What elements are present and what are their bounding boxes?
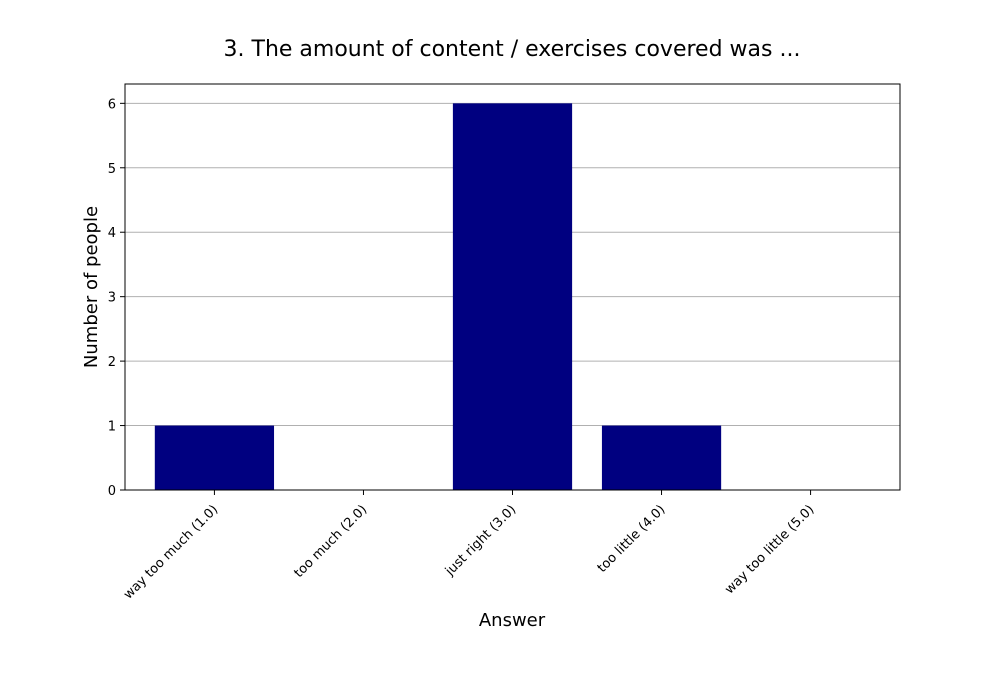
- x-tick-label-4: way too little (5.0): [722, 502, 817, 597]
- y-axis-ticks: 0 1 2 3 4 5 6: [108, 97, 125, 499]
- y-tick-label-5: 5: [108, 162, 116, 177]
- bar-2: [452, 103, 573, 490]
- y-tick-label-6: 6: [108, 97, 116, 112]
- y-tick-label-2: 2: [108, 355, 116, 370]
- y-tick-label-1: 1: [108, 420, 116, 435]
- x-tick-label-0: way too much (1.0): [121, 502, 221, 602]
- y-tick-label-3: 3: [108, 291, 116, 306]
- x-tick-label-3: too little (4.0): [595, 502, 669, 576]
- chart-title: 3. The amount of content / exercises cov…: [224, 37, 801, 62]
- y-axis-label: Number of people: [81, 206, 102, 368]
- bar-3: [601, 425, 722, 490]
- bars: [154, 103, 722, 490]
- x-axis-ticks: way too much (1.0) too much (2.0) just rig…: [121, 490, 817, 602]
- y-tick-label-4: 4: [108, 226, 116, 241]
- x-tick-label-1: too much (2.0): [292, 502, 371, 581]
- y-tick-label-0: 0: [108, 484, 116, 499]
- x-axis-label: Answer: [479, 610, 546, 631]
- x-tick-label-2: just right (3.0): [442, 502, 519, 579]
- bar-0: [154, 425, 275, 490]
